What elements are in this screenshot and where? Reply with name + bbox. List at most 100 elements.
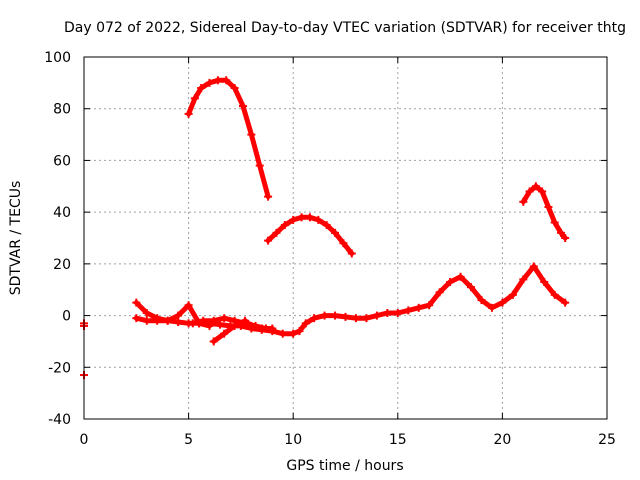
- data-point: [289, 329, 298, 338]
- data-point: [220, 314, 229, 323]
- data-point: [540, 277, 549, 286]
- data-point: [272, 228, 281, 237]
- data-point: [341, 312, 350, 321]
- data-point: [238, 102, 247, 111]
- data-point: [247, 130, 256, 139]
- series-line-arc-2: [265, 214, 355, 256]
- data-point: [184, 109, 193, 118]
- y-tick-label: 0: [62, 309, 71, 325]
- data-point: [561, 234, 570, 242]
- data-point: [525, 187, 534, 196]
- data-point: [456, 272, 465, 281]
- data-point: [561, 298, 570, 307]
- x-tick-label: 0: [80, 432, 89, 448]
- x-tick-label: 10: [284, 432, 302, 448]
- x-tick-label: 15: [389, 432, 407, 448]
- data-point: [322, 221, 331, 230]
- x-tick-label: 25: [598, 432, 616, 448]
- data-point: [331, 228, 340, 237]
- data-point: [383, 308, 392, 317]
- data-point: [280, 221, 289, 230]
- data-point: [297, 213, 306, 222]
- data-point: [425, 301, 434, 310]
- data-point: [347, 249, 356, 258]
- y-tick-label: 40: [53, 205, 71, 221]
- data-point: [508, 290, 517, 299]
- data-point: [477, 296, 486, 305]
- data-point: [213, 76, 222, 85]
- data-point: [132, 314, 141, 323]
- data-point: [209, 337, 218, 346]
- data-point: [199, 316, 208, 325]
- data-point: [538, 187, 547, 196]
- data-point: [362, 314, 371, 323]
- data-point: [264, 192, 273, 201]
- y-axis-label: SDTVAR / TECUs: [8, 181, 24, 296]
- data-point: [498, 298, 507, 307]
- data-point: [529, 262, 538, 271]
- y-tick-label: 100: [44, 50, 71, 66]
- data-point: [435, 288, 444, 297]
- data-point: [550, 218, 559, 227]
- data-point: [268, 324, 277, 333]
- data-point: [351, 314, 360, 323]
- data-point: [264, 236, 273, 245]
- data-point: [142, 308, 151, 317]
- data-point: [163, 316, 172, 325]
- data-point: [230, 321, 239, 330]
- plot-frame: [83, 56, 608, 420]
- y-tick-label: 20: [53, 257, 71, 273]
- data-point: [550, 290, 559, 299]
- data-point: [184, 301, 193, 310]
- data-point: [247, 321, 256, 330]
- data-point: [205, 78, 214, 87]
- data-point: [446, 277, 455, 286]
- data-point: [209, 316, 218, 325]
- data-point: [230, 84, 239, 93]
- data-point: [414, 303, 423, 312]
- grid-layer: [84, 57, 607, 419]
- y-tick-label: 80: [53, 102, 71, 118]
- data-point: [222, 76, 231, 85]
- data-point: [295, 327, 304, 336]
- data-point: [393, 308, 402, 317]
- x-axis-label: GPS time / hours: [286, 458, 403, 474]
- data-point: [372, 311, 381, 320]
- data-point: [544, 202, 553, 211]
- y-tick-label: -20: [48, 360, 71, 376]
- data-point: [519, 197, 528, 206]
- y-tick-label: 60: [53, 153, 71, 169]
- data-point: [132, 298, 141, 307]
- tick-layer: 0 5 10 15 20 25 -40 -20 0 20 40 60 80 100: [44, 50, 616, 448]
- chart-title: Day 072 of 2022, Sidereal Day-to-day VTE…: [64, 20, 626, 36]
- data-point: [305, 213, 314, 222]
- data-point: [289, 215, 298, 224]
- data-point: [339, 239, 348, 248]
- data-point: [519, 275, 528, 284]
- data-point: [174, 311, 183, 320]
- data-point: [331, 311, 340, 320]
- data-point: [314, 215, 323, 224]
- data-point: [205, 321, 214, 330]
- data-point: [190, 94, 199, 103]
- data-point: [188, 319, 197, 328]
- series-line-arc-1: [186, 77, 271, 200]
- data-point: [467, 283, 476, 292]
- data-point: [301, 319, 310, 328]
- data-point: [487, 303, 496, 312]
- data-point: [255, 161, 264, 170]
- data-point: [215, 320, 224, 329]
- data-point: [257, 324, 266, 333]
- data-point: [404, 306, 413, 315]
- data-point: [220, 329, 229, 338]
- data-point: [142, 316, 151, 325]
- data-point: [241, 316, 250, 325]
- data-point: [310, 314, 319, 323]
- data-point: [556, 228, 565, 237]
- data-point: [197, 84, 206, 93]
- x-tick-label: 20: [493, 432, 511, 448]
- data-point: [153, 314, 162, 323]
- data-point: [320, 311, 329, 320]
- y-tick-label: -40: [48, 412, 71, 428]
